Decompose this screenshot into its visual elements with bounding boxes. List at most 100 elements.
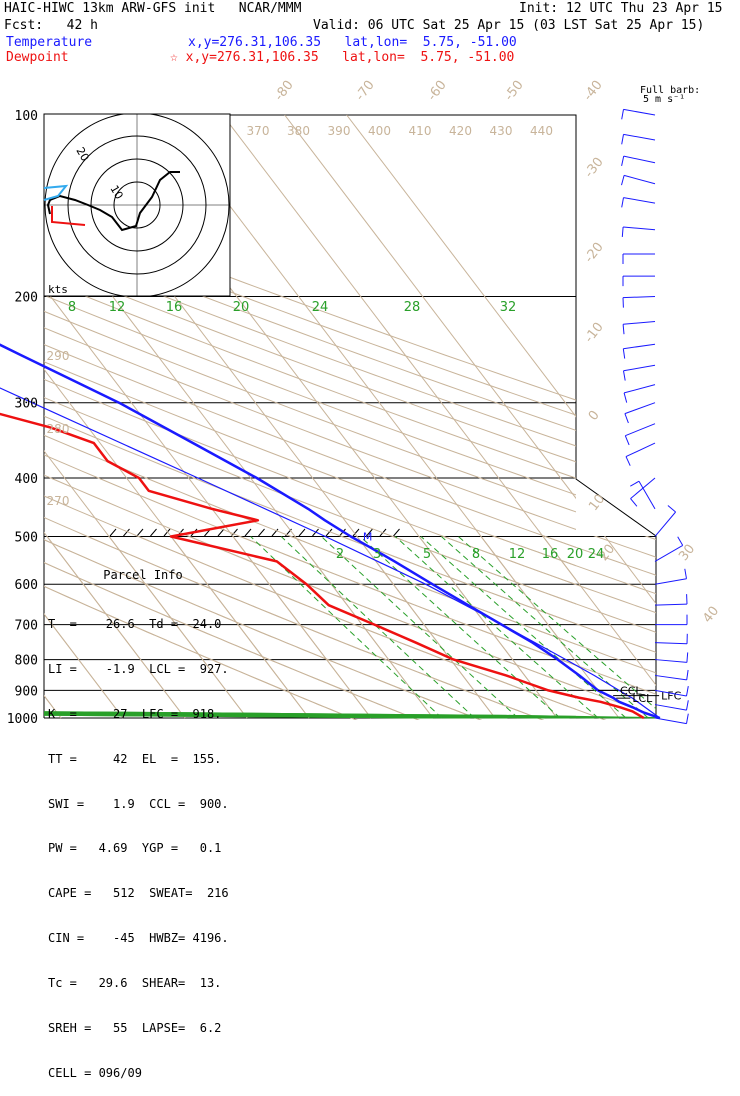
mixing-ratio-label: 20	[233, 300, 250, 315]
wind-barb-staff	[624, 198, 656, 204]
wind-barb-flag	[622, 134, 624, 144]
isotherm-label: 30	[676, 542, 698, 564]
stability-hatch	[137, 529, 143, 536]
wind-barb-staff	[626, 443, 655, 457]
stability-hatch	[151, 529, 157, 536]
mixing-ratio-label: 20	[567, 547, 584, 562]
isotherm-label: -30	[582, 155, 607, 181]
temperature-location: x,y=276.31,106.35 lat,lon= 5.75, -51.00	[188, 35, 517, 51]
pressure-tick-label: 100	[15, 109, 38, 124]
isotherm-line	[347, 115, 740, 718]
hodo-units: kts	[48, 283, 68, 296]
parcel-row: SWI = 1.9 CCL = 900.	[48, 797, 234, 812]
wind-barb-flag	[622, 156, 624, 166]
wind-barb	[623, 276, 655, 286]
wind-barb	[655, 714, 688, 724]
parcel-info-panel: Parcel Info T = 26.6 Td = 24.0 LI = -1.9…	[48, 538, 234, 1096]
wind-barb-staff	[625, 424, 655, 436]
wind-barb-flag	[622, 198, 624, 208]
wind-barb-staff	[623, 344, 655, 348]
wind-barb	[623, 344, 655, 358]
lcl-marker-label: LCL	[632, 692, 653, 705]
isotherm-label: -50	[502, 78, 527, 104]
temperature-legend: Temperature	[6, 35, 92, 51]
wind-barb-staff	[623, 227, 655, 230]
mixing-ratio-label: 3	[373, 547, 381, 562]
wind-barb-flag	[687, 714, 689, 724]
isotherm-label: -40	[581, 78, 606, 104]
parcel-info-title: Parcel Info	[52, 568, 234, 583]
wind-barb-flag	[622, 109, 624, 119]
mixing-ratio-label: 32	[500, 300, 517, 315]
pressure-tick-label: 300	[15, 397, 38, 412]
forecast-hour: Fcst: 42 h	[4, 18, 98, 34]
isotherm-label: -10	[582, 320, 607, 346]
wind-barb-flag	[623, 349, 624, 359]
barb-key-units: 5 m s⁻¹	[643, 95, 685, 105]
wind-barb-flag	[625, 436, 629, 445]
wind-barb-flag	[625, 414, 629, 423]
wind-barb-flag	[687, 700, 689, 710]
wind-barb-flag	[622, 227, 623, 237]
isotherm-label: -70	[353, 78, 378, 104]
wind-barb-flag	[678, 537, 683, 546]
wind-barb-staff	[655, 512, 676, 536]
mixing-ratio-label: 5	[423, 547, 431, 562]
parcel-row: LI = -1.9 LCL = 927.	[48, 662, 234, 677]
theta-label: 410	[409, 124, 432, 138]
parcel-row: CIN = -45 HWBZ= 4196.	[48, 931, 234, 946]
isotherm-label: -80	[272, 78, 297, 104]
theta-label: 420	[449, 124, 472, 138]
mixing-ratio-label: 8	[472, 547, 480, 562]
wind-barb-staff	[624, 385, 655, 393]
wind-barb-staff	[655, 718, 687, 724]
wind-barb	[655, 569, 687, 584]
mixing-ratio-label: 24	[312, 300, 329, 315]
mixing-ratio-label: 12	[509, 547, 526, 562]
theta-label: 430	[490, 124, 513, 138]
wind-barb-staff	[623, 321, 655, 324]
wind-barb-staff	[624, 175, 655, 183]
parcel-row: PW = 4.69 YGP = 0.1	[48, 841, 234, 856]
parcel-row: SREH = 55 LAPSE= 6.2	[48, 1021, 234, 1036]
wind-barb-flag	[623, 324, 624, 334]
parcel-row: CAPE = 512 SWEAT= 216	[48, 886, 234, 901]
wind-barb-staff	[655, 604, 687, 605]
wind-barb	[622, 156, 655, 166]
wind-barb	[622, 175, 656, 185]
pressure-tick-label: 800	[15, 654, 38, 669]
mixing-ratio-label: 28	[404, 300, 421, 315]
wind-barb	[623, 321, 655, 334]
wind-barb-flag	[630, 481, 639, 486]
mixing-ratio-label: 16	[542, 547, 559, 562]
pressure-tick-label: 400	[15, 472, 38, 487]
wind-barb-staff	[625, 403, 655, 414]
theta-label: 380	[287, 124, 310, 138]
wind-barb	[625, 424, 655, 445]
wind-barb	[655, 634, 687, 644]
wind-barb-flag	[687, 670, 688, 680]
dewpoint-location: ☆ x,y=276.31,106.35 lat,lon= 5.75, -51.0…	[170, 50, 514, 66]
dewpoint-legend: Dewpoint	[6, 50, 69, 66]
pressure-tick-label: 700	[15, 619, 38, 634]
isotherm-label: 0	[586, 408, 603, 424]
m-marker-label: M	[363, 530, 373, 543]
wind-barb	[622, 227, 655, 237]
wind-barb-staff	[655, 643, 687, 644]
isotherm-line	[347, 115, 740, 718]
theta-label: 370	[247, 124, 270, 138]
theta-label: 440	[530, 124, 553, 138]
wind-barb	[623, 297, 655, 308]
theta-label: 290	[47, 349, 70, 363]
wind-barb-staff	[624, 156, 655, 163]
wind-barb	[655, 594, 687, 605]
stability-hatch	[164, 529, 170, 536]
wind-barb-flag	[624, 371, 626, 381]
wind-barb	[624, 385, 655, 403]
wind-barb-staff	[655, 705, 687, 711]
wind-barb	[626, 443, 655, 466]
wind-barb	[625, 403, 655, 423]
parcel-row: T = 26.6 Td = 24.0	[48, 617, 234, 632]
model-title: HAIC-HIWC 13km ARW-GFS init NCAR/MMM	[4, 1, 301, 17]
